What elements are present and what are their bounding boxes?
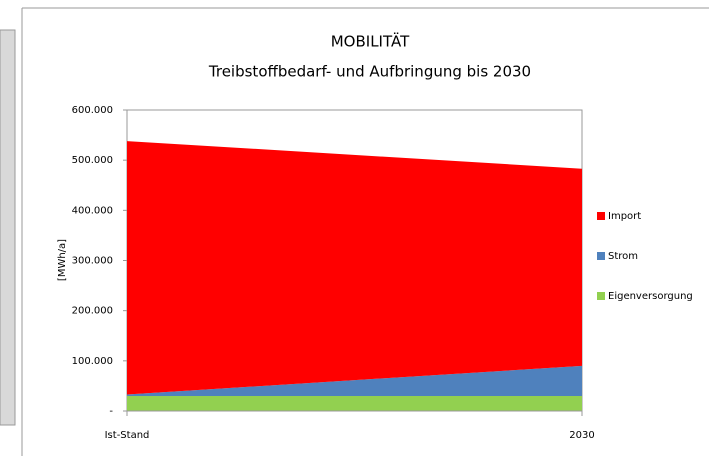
y-tick-label: 600.000 bbox=[72, 105, 113, 116]
y-tick-label: 300.000 bbox=[72, 256, 113, 267]
y-tick-label: - bbox=[109, 406, 113, 417]
y-tick-label: 400.000 bbox=[72, 205, 113, 216]
y-tick-label: 200.000 bbox=[72, 306, 113, 317]
chart-subtitle: Treibstoffbedarf- und Aufbringung bis 20… bbox=[208, 63, 531, 81]
x-tick-label: Ist-Stand bbox=[105, 430, 150, 441]
legend-label: Eigenversorgung bbox=[608, 291, 693, 302]
legend-swatch bbox=[597, 212, 605, 220]
y-tick-label: 500.000 bbox=[72, 155, 113, 166]
x-tick-label: 2030 bbox=[569, 430, 594, 441]
legend-swatch bbox=[597, 252, 605, 260]
area bbox=[127, 395, 582, 411]
area bbox=[127, 365, 582, 396]
legend-label: Strom bbox=[608, 251, 638, 262]
y-axis-label: [MWh/a] bbox=[57, 239, 68, 281]
legend-label: Import bbox=[608, 211, 641, 222]
y-tick-label: 100.000 bbox=[72, 356, 113, 367]
chart-title: MOBILITÄT bbox=[331, 32, 410, 51]
side-panel bbox=[0, 29, 16, 426]
area bbox=[127, 141, 582, 395]
legend-swatch bbox=[597, 292, 605, 300]
